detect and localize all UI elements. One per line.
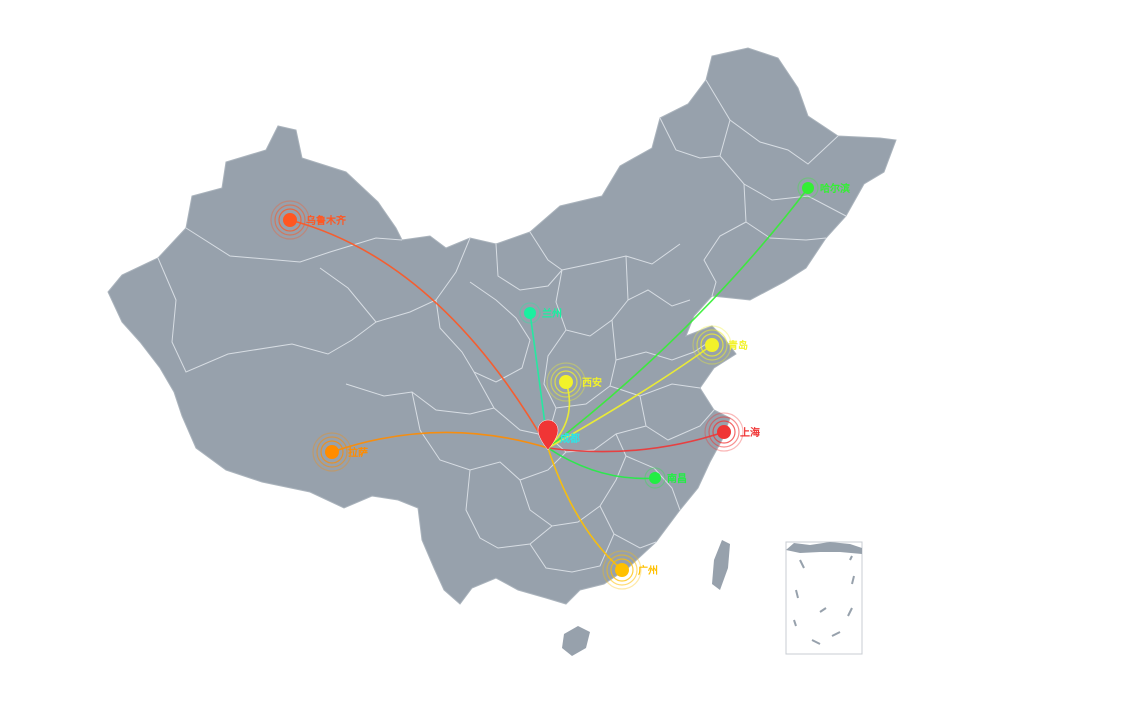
ripple-ring [550,366,582,398]
mainland-shape [107,47,897,605]
city-marker-guangzhou[interactable]: 广州 [602,550,658,590]
city-label-guangzhou: 广州 [638,564,658,577]
south-china-sea-inset [785,541,863,655]
ripple-ring [316,436,348,468]
ripple-ring [320,440,344,464]
city-dot [283,213,297,227]
ripple-ring [554,370,578,394]
city-dot [325,445,339,459]
city-marker-urumqi[interactable]: 乌鲁木齐 [270,200,347,240]
taiwan-island [712,540,730,590]
city-label-shanghai: 上海 [740,426,760,439]
city-marker-xian[interactable]: 西安 [546,362,602,402]
ripple-ring [700,333,724,357]
city-label-harbin: 哈尔滨 [820,182,850,195]
city-dot [717,425,731,439]
ripple-ring [696,329,728,361]
city-label-lhasa: 拉萨 [348,446,368,459]
hainan-island [562,626,590,656]
city-dot [615,563,629,577]
route-lines [289,187,809,571]
city-dot [559,375,573,389]
ripple-ring [704,412,744,452]
ripple-ring [708,416,740,448]
ripple-ring [546,362,586,402]
city-label-urumqi: 乌鲁木齐 [306,214,347,227]
ripple-ring [606,554,638,586]
city-dot [524,307,536,319]
ripple-ring [692,325,732,365]
route-qingdao [547,344,713,449]
hub-pin-icon [537,419,559,451]
route-urumqi [289,219,549,449]
ripple-ring [797,177,819,199]
city-label-lanzhou: 兰州 [542,307,562,320]
ripple-ring [519,302,541,324]
city-dot [705,338,719,352]
city-label-qingdao: 青岛 [728,339,748,352]
city-label-nanchang: 南昌 [667,472,687,485]
city-marker-lhasa[interactable]: 拉萨 [312,432,368,472]
ripple-ring [610,558,634,582]
route-nanchang [547,447,656,480]
ripple-ring [712,420,736,444]
hub-marker-chengdu: 成都 [537,419,580,451]
ripple-ring [644,467,666,489]
ripple-ring [278,208,302,232]
city-marker-qingdao[interactable]: 青岛 [692,325,748,365]
city-dot [649,472,661,484]
route-lhasa [331,431,549,453]
city-label-xian: 西安 [582,376,602,389]
city-dot [802,182,814,194]
city-marker-nanchang[interactable]: 南昌 [644,467,687,489]
ripple-ring [602,550,642,590]
route-shanghai [547,431,725,453]
ripple-ring [270,200,310,240]
city-marker-harbin[interactable]: 哈尔滨 [797,177,850,199]
route-harbin [547,187,809,449]
city-marker-lanzhou[interactable]: 兰州 [519,302,562,324]
ripple-ring [274,204,306,236]
city-marker-shanghai[interactable]: 上海 [704,412,760,452]
ripple-ring [312,432,352,472]
hub-label: 成都 [560,432,580,445]
